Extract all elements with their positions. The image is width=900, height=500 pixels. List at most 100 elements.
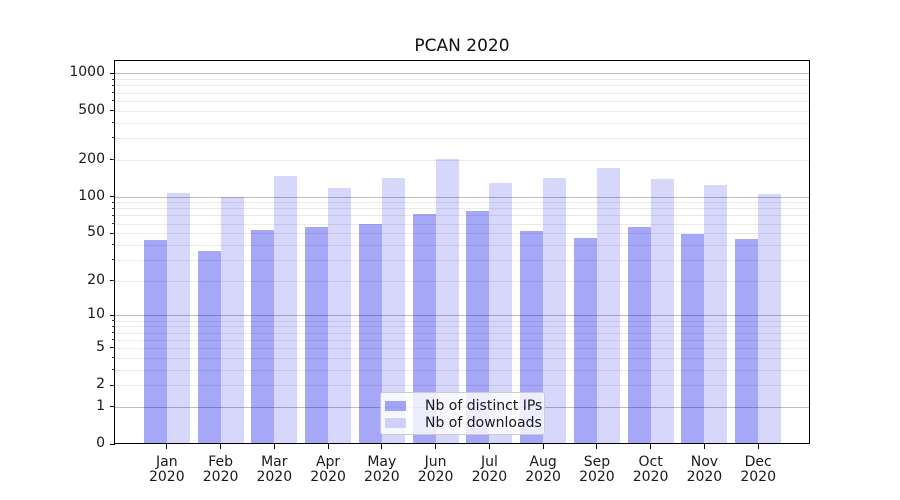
- grid-line-minor: [115, 79, 809, 81]
- x-tick-label: Aug 2020: [513, 455, 573, 485]
- x-tick-year: 2020: [363, 469, 400, 485]
- bar-downloads: [489, 182, 513, 443]
- y-minor-tick-mark: [112, 369, 115, 371]
- y-minor-tick-mark: [112, 320, 115, 321]
- x-tick-label: Jul 2020: [459, 455, 519, 485]
- grid-line-minor: [115, 385, 809, 387]
- bar-distinct-ips: [358, 224, 382, 443]
- bar-distinct-ips: [681, 234, 705, 443]
- x-tick-month: Sep: [583, 454, 611, 470]
- bar-distinct-ips: [466, 210, 490, 443]
- x-tick-month: Feb: [208, 454, 233, 470]
- y-minor-tick-mark: [112, 110, 115, 112]
- grid-line-minor: [115, 208, 809, 210]
- y-minor-tick-mark: [112, 84, 115, 86]
- grid-line-minor: [115, 244, 809, 246]
- y-tick-label: 5: [96, 338, 105, 355]
- x-tick-mark: [488, 444, 490, 449]
- x-tick-month: Aug: [529, 454, 557, 470]
- bar-downloads: [758, 194, 782, 443]
- x-tick-month: Jul: [480, 454, 498, 470]
- grid-line-minor: [115, 202, 809, 204]
- y-minor-tick-mark: [112, 357, 115, 359]
- bar-downloads: [328, 188, 352, 443]
- x-tick-month: Oct: [638, 454, 663, 470]
- x-tick-mark: [273, 444, 275, 449]
- plot-area: 1000 500 200 100 50 20 10 5 2 1 0 Jan 2020 Feb 2020 Mar…: [69, 60, 810, 485]
- grid-line-minor: [115, 326, 809, 328]
- y-minor-tick-mark: [112, 201, 115, 203]
- grid-line-minor: [115, 259, 809, 261]
- x-tick-mark: [435, 444, 437, 449]
- y-minor-tick-mark: [112, 332, 115, 333]
- x-tick-year: 2020: [417, 469, 454, 485]
- bar-distinct-ips: [305, 227, 329, 443]
- bar-distinct-ips: [520, 231, 544, 443]
- bar-downloads: [596, 167, 620, 443]
- y-minor-tick-mark: [112, 214, 115, 216]
- grid-line-minor: [115, 100, 809, 102]
- legend-row-distinct-ips: Nb of distinct IPs: [385, 397, 542, 414]
- x-tick-mark: [542, 444, 544, 449]
- y-tick-label: 0: [96, 435, 105, 451]
- x-tick-mark: [703, 444, 705, 449]
- x-tick-month: Dec: [744, 454, 772, 470]
- bar-downloads: [381, 178, 405, 443]
- grid-line-minor: [115, 215, 809, 217]
- x-tick-year: 2020: [256, 469, 293, 485]
- y-minor-tick-mark: [112, 384, 115, 386]
- grid-line-minor: [115, 280, 809, 282]
- x-tick-year: 2020: [525, 469, 561, 485]
- x-tick-label: Sep 2020: [567, 455, 627, 485]
- grid-line-major: [115, 315, 809, 317]
- y-minor-tick-mark: [112, 280, 115, 282]
- bar-distinct-ips: [197, 250, 221, 443]
- y-minor-tick-mark: [112, 232, 115, 234]
- x-tick-mark: [220, 444, 222, 449]
- y-minor-tick-mark: [112, 347, 115, 349]
- x-tick-month: May: [367, 454, 397, 470]
- bar-downloads: [650, 179, 674, 443]
- bar-distinct-ips: [251, 230, 275, 443]
- y-tick-label: 100: [78, 187, 105, 204]
- y-minor-tick-mark: [112, 122, 115, 123]
- legend-swatch-distinct-ips-icon: [385, 400, 406, 411]
- x-tick-label: May 2020: [352, 455, 412, 485]
- legend-row-downloads: Nb of downloads: [385, 414, 542, 431]
- x-tick-year: 2020: [740, 469, 776, 485]
- x-tick-label: Apr 2020: [298, 455, 358, 485]
- y-tick-mark: [110, 406, 115, 408]
- grid-line-minor: [115, 357, 809, 359]
- x-tick-year: 2020: [310, 469, 346, 485]
- bar-downloads: [543, 178, 567, 443]
- y-minor-tick-mark: [112, 78, 115, 80]
- x-tick-mark: [327, 444, 329, 449]
- y-tick-label: 10: [87, 306, 105, 323]
- x-tick-label: Jan 2020: [137, 455, 197, 485]
- y-minor-tick-mark: [112, 223, 115, 224]
- y-minor-tick-mark: [112, 159, 115, 161]
- bar-distinct-ips: [735, 238, 759, 443]
- bar-distinct-ips: [627, 227, 651, 443]
- grid-line-minor: [115, 233, 809, 235]
- bar-downloads: [435, 159, 459, 443]
- grid-line-minor: [115, 85, 809, 87]
- x-tick-month: Mar: [261, 454, 288, 470]
- x-tick-year: 2020: [202, 469, 239, 485]
- x-tick-month: Apr: [315, 454, 341, 470]
- x-tick-label: Jun 2020: [406, 455, 466, 485]
- grid-line-minor: [115, 159, 809, 161]
- y-minor-tick-mark: [112, 207, 115, 209]
- x-tick-mark: [757, 444, 759, 449]
- grid-line-minor: [115, 122, 809, 124]
- grid-line-minor: [115, 347, 809, 349]
- x-tick-month: Jun: [424, 454, 447, 470]
- y-tick-label: 500: [78, 101, 105, 118]
- grid-line-minor: [115, 339, 809, 341]
- y-minor-tick-mark: [112, 244, 115, 246]
- legend-label-distinct-ips: Nb of distinct IPs: [425, 397, 543, 414]
- y-minor-tick-mark: [112, 100, 115, 102]
- x-tick-label: Mar 2020: [244, 455, 304, 485]
- x-tick-label: Oct 2020: [621, 455, 681, 485]
